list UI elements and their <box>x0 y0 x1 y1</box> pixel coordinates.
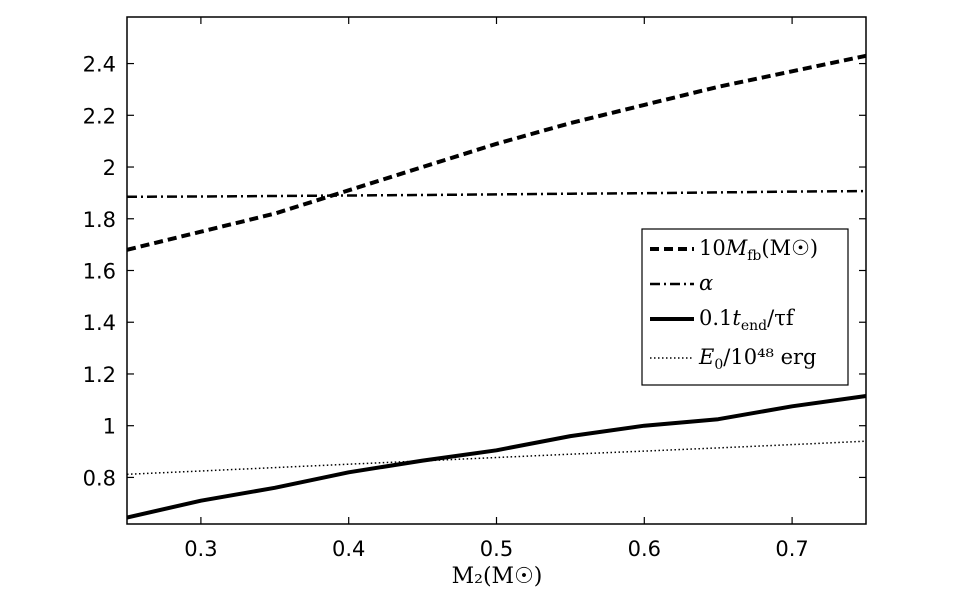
y-tick-label: 0.8 <box>83 466 116 490</box>
series-e0-line <box>126 440 867 476</box>
y-tick-label: 2.4 <box>83 53 116 77</box>
y-tick-label: 1.4 <box>83 311 116 335</box>
ticks-layer: 0.3 0.4 0.5 0.6 0.7 0.8 1 1.2 1.4 1.6 1.8 2 2.2 2.4 <box>83 17 866 561</box>
x-tick-label: 0.4 <box>332 537 365 561</box>
legend-label: α <box>699 271 713 295</box>
x-tick-label: 0.7 <box>775 537 808 561</box>
legend-label: 10Mfb(M☉) <box>699 236 818 264</box>
legend-box <box>641 228 849 386</box>
y-tick-label: 1.6 <box>83 260 116 284</box>
y-tick-label: 2.2 <box>83 104 116 128</box>
y-tick-label: 1.2 <box>83 363 116 387</box>
x-tick-label: 0.6 <box>628 537 661 561</box>
y-tick-label: 1 <box>103 415 116 439</box>
series-mfb-line <box>126 53 867 252</box>
legend-label: 0.1tend/τf <box>699 306 796 334</box>
series-tend-line <box>126 394 867 520</box>
x-tick-label: 0.5 <box>480 537 513 561</box>
legend-label: E0/10⁴⁸ erg <box>698 345 816 373</box>
series-alpha-line <box>126 189 867 199</box>
series-layer <box>126 53 867 520</box>
x-tick-label: 0.3 <box>184 537 217 561</box>
y-tick-label: 2 <box>103 156 116 180</box>
y-tick-label: 1.8 <box>83 208 116 232</box>
x-axis-label: M₂(M☉) <box>452 564 543 589</box>
legend: 10Mfb(M☉) α 0.1tend/τf E0/10⁴⁸ erg <box>641 228 849 386</box>
